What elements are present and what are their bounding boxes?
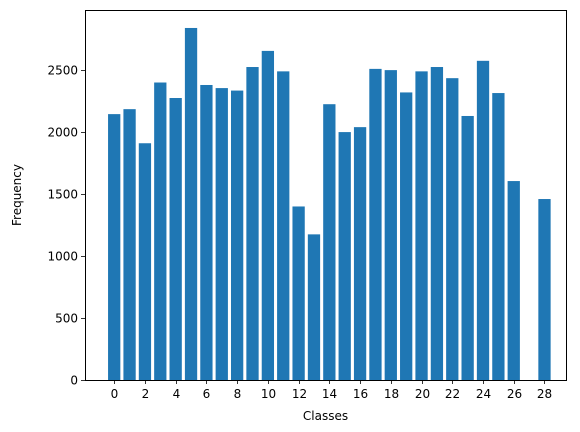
bar-class-10: [261, 50, 275, 381]
x-tick-label: 0: [111, 387, 119, 401]
bar-class-5: [184, 27, 198, 380]
bar-class-28: [538, 199, 551, 380]
bar-class-7: [215, 88, 228, 380]
x-tick-label: 6: [203, 387, 211, 401]
x-tick-label: 24: [476, 387, 491, 401]
y-tick-label: 0: [70, 374, 78, 388]
y-tick-label: 2500: [47, 64, 78, 78]
plot-area-frame: [85, 10, 567, 381]
bar-class-2: [138, 143, 152, 380]
bar-class-15: [338, 132, 351, 380]
bar-class-9: [246, 67, 259, 381]
bar-class-13: [307, 234, 321, 380]
x-tick-label: 14: [322, 387, 337, 401]
bar-class-11: [277, 71, 290, 381]
x-tick-label: 26: [507, 387, 522, 401]
x-tick-label: 22: [445, 387, 460, 401]
bar-class-20: [415, 71, 428, 381]
x-tick-label: 4: [173, 387, 181, 401]
x-tick-label: 20: [415, 387, 430, 401]
x-tick-label: 28: [537, 387, 552, 401]
x-tick-label: 18: [384, 387, 399, 401]
x-tick-label: 10: [261, 387, 276, 401]
bar-class-26: [507, 181, 520, 380]
bar-class-14: [323, 104, 336, 380]
bars: [108, 27, 551, 381]
y-tick-label: 500: [55, 312, 78, 326]
y-tick-label: 1000: [47, 250, 78, 264]
y-tick-label: 2000: [47, 126, 78, 140]
bar-class-3: [154, 82, 167, 380]
bar-class-24: [476, 60, 490, 380]
ticks: 0 2 4 6 8 10 12 14 16 18 20 22 24 26 28050010001500200…: [47, 64, 552, 402]
bar-class-19: [400, 92, 413, 381]
bar-class-25: [492, 93, 505, 381]
bar-class-18: [384, 70, 397, 381]
bar-class-23: [461, 115, 474, 380]
bar-class-17: [369, 68, 382, 380]
bar-class-0: [108, 114, 121, 381]
bar-class-1: [123, 109, 136, 380]
bar-class-16: [353, 127, 367, 380]
bar-class-12: [292, 206, 305, 380]
x-tick-label: 2: [142, 387, 150, 401]
x-tick-label: 12: [292, 387, 307, 401]
x-tick-label: 8: [234, 387, 242, 401]
bar-class-22: [446, 78, 459, 381]
bar-class-21: [430, 67, 444, 381]
y-tick-label: 1500: [47, 188, 78, 202]
bar-class-6: [200, 84, 213, 381]
bar-class-8: [230, 90, 244, 380]
y-axis-label: Frequency: [10, 164, 24, 226]
x-axis-label: Classes: [303, 409, 348, 423]
bar-class-4: [169, 98, 182, 380]
x-tick-label: 16: [353, 387, 368, 401]
